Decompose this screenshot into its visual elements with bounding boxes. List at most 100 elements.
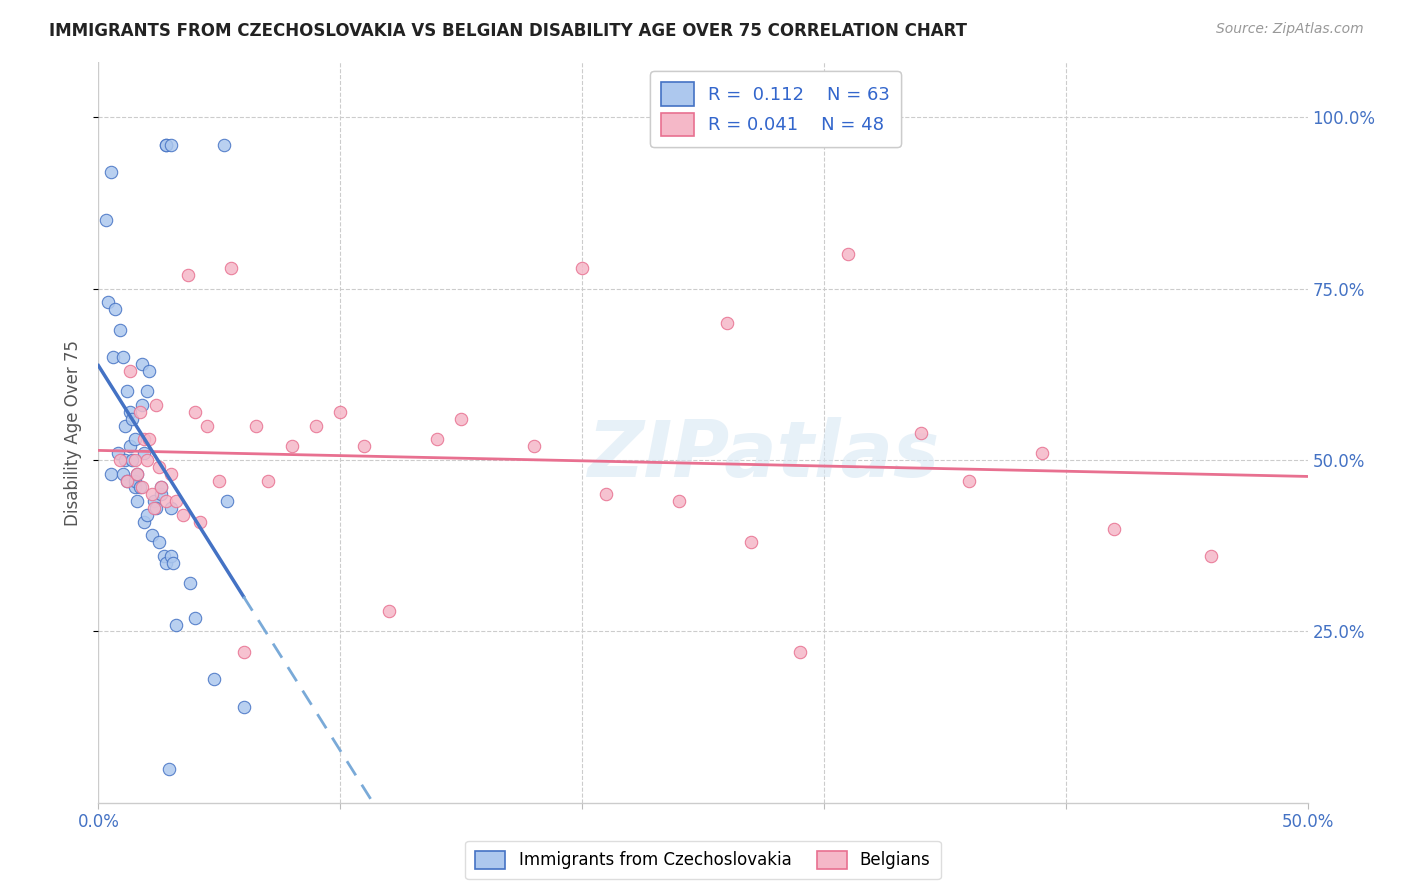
- Point: [124, 453, 146, 467]
- Point: [100, 467, 122, 481]
- Point: [957, 474, 980, 488]
- Point: [212, 137, 235, 152]
- Point: [148, 459, 170, 474]
- Point: [221, 261, 243, 276]
- Point: [1199, 549, 1222, 563]
- Point: [179, 576, 201, 591]
- Point: [204, 673, 226, 687]
- Point: [143, 501, 166, 516]
- Point: [232, 699, 254, 714]
- Point: [172, 508, 194, 522]
- Point: [121, 412, 143, 426]
- Point: [155, 494, 177, 508]
- Point: [131, 357, 153, 371]
- Point: [135, 453, 157, 467]
- Y-axis label: Disability Age Over 75: Disability Age Over 75: [65, 340, 83, 525]
- Point: [108, 453, 131, 467]
- Point: [138, 364, 160, 378]
- Point: [141, 528, 163, 542]
- Point: [150, 487, 173, 501]
- Point: [152, 549, 174, 563]
- Point: [104, 302, 127, 317]
- Point: [127, 467, 149, 481]
- Text: IMMIGRANTS FROM CZECHOSLOVAKIA VS BELGIAN DISABILITY AGE OVER 75 CORRELATION CHA: IMMIGRANTS FROM CZECHOSLOVAKIA VS BELGIA…: [49, 22, 967, 40]
- Point: [281, 439, 304, 453]
- Point: [127, 494, 149, 508]
- Point: [124, 474, 146, 488]
- Point: [114, 453, 136, 467]
- Point: [208, 474, 231, 488]
- Point: [160, 137, 183, 152]
- Point: [165, 494, 187, 508]
- Point: [329, 405, 352, 419]
- Point: [134, 433, 156, 447]
- Point: [101, 350, 124, 364]
- Point: [148, 535, 170, 549]
- Point: [245, 418, 267, 433]
- Point: [114, 418, 136, 433]
- Point: [155, 556, 177, 570]
- Point: [426, 433, 449, 447]
- Point: [150, 480, 173, 494]
- Point: [571, 261, 593, 276]
- Point: [668, 494, 690, 508]
- Point: [108, 323, 131, 337]
- Point: [595, 487, 617, 501]
- Point: [377, 604, 399, 618]
- Point: [118, 439, 141, 453]
- Point: [107, 446, 129, 460]
- Point: [155, 137, 177, 152]
- Point: [121, 453, 143, 467]
- Point: [134, 515, 156, 529]
- Point: [97, 295, 120, 310]
- Point: [1031, 446, 1053, 460]
- Point: [1102, 522, 1125, 536]
- Point: [150, 480, 173, 494]
- Point: [128, 405, 150, 419]
- Point: [138, 433, 160, 447]
- Point: [305, 418, 328, 433]
- Point: [157, 762, 180, 776]
- Point: [118, 364, 141, 378]
- Point: [195, 418, 218, 433]
- Point: [145, 501, 167, 516]
- Point: [94, 213, 117, 227]
- Point: [141, 487, 163, 501]
- Point: [910, 425, 932, 440]
- Point: [256, 474, 278, 488]
- Point: [117, 474, 139, 488]
- Point: [789, 645, 811, 659]
- Point: [117, 384, 139, 399]
- Point: [117, 474, 139, 488]
- Point: [740, 535, 762, 549]
- Point: [111, 467, 134, 481]
- Legend: R =  0.112    N = 63, R = 0.041    N = 48: R = 0.112 N = 63, R = 0.041 N = 48: [651, 71, 901, 147]
- Point: [232, 645, 254, 659]
- Point: [124, 480, 146, 494]
- Point: [523, 439, 546, 453]
- Point: [160, 501, 183, 516]
- Point: [134, 446, 156, 460]
- Point: [177, 268, 200, 282]
- Point: [128, 480, 150, 494]
- Point: [188, 515, 211, 529]
- Point: [160, 549, 183, 563]
- Point: [160, 467, 183, 481]
- Point: [353, 439, 375, 453]
- Point: [118, 405, 141, 419]
- Legend: Immigrants from Czechoslovakia, Belgians: Immigrants from Czechoslovakia, Belgians: [465, 840, 941, 880]
- Point: [131, 480, 153, 494]
- Point: [215, 494, 238, 508]
- Point: [127, 467, 149, 481]
- Point: [837, 247, 859, 261]
- Point: [716, 316, 738, 330]
- Point: [155, 137, 177, 152]
- Point: [450, 412, 472, 426]
- Point: [143, 494, 166, 508]
- Point: [131, 398, 153, 412]
- Text: Source: ZipAtlas.com: Source: ZipAtlas.com: [1216, 22, 1364, 37]
- Point: [165, 617, 187, 632]
- Point: [135, 508, 157, 522]
- Point: [145, 398, 167, 412]
- Text: ZIPatlas: ZIPatlas: [588, 417, 939, 493]
